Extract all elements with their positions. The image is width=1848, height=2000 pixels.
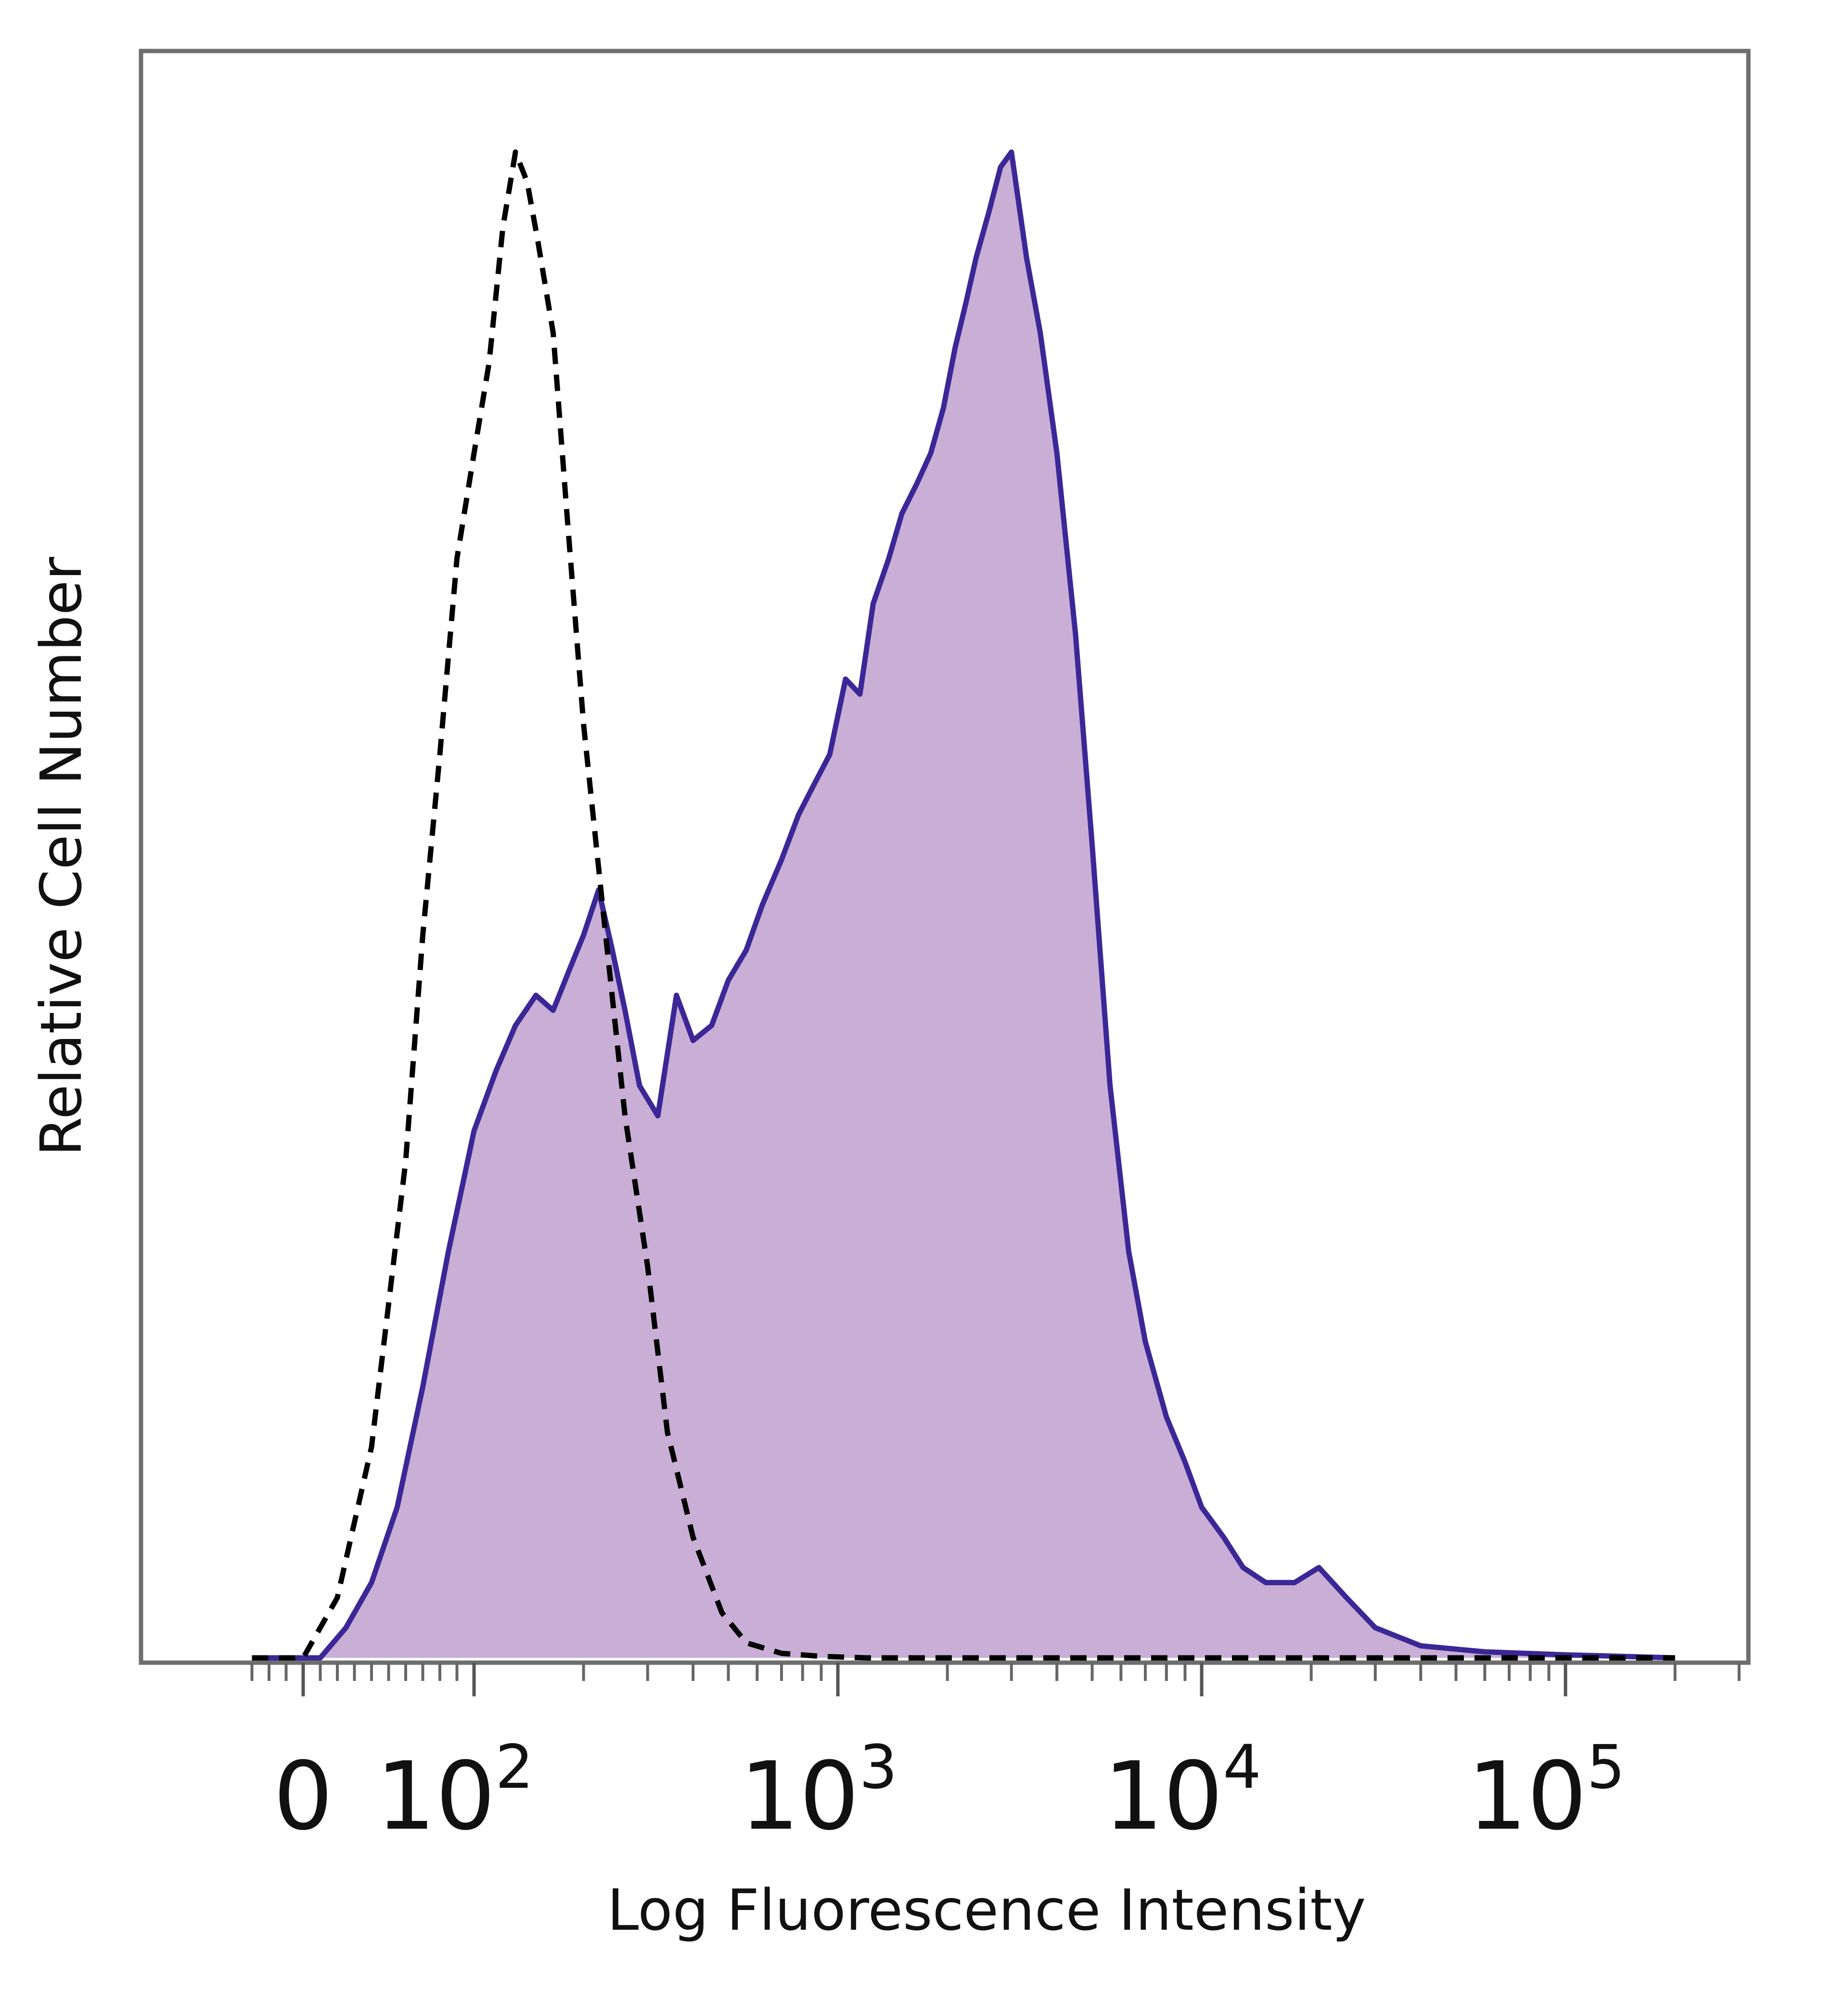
x-tick-labels: 0 102 103 104 105 <box>273 1732 1625 1851</box>
plot-area <box>252 149 1675 1661</box>
x-tick-label: 105 <box>1467 1732 1625 1851</box>
x-tick-label: 103 <box>740 1732 898 1851</box>
x-tick-label: 0 <box>273 1742 333 1851</box>
y-axis-title: Relative Cell Number <box>28 557 94 1156</box>
x-minor-ticks <box>250 1663 1741 1681</box>
x-tick-label: 104 <box>1104 1732 1261 1851</box>
stained-histogram-fill <box>252 152 1675 1658</box>
x-major-ticks <box>301 1663 1567 1696</box>
x-tick-label: 102 <box>376 1732 534 1851</box>
stained-histogram-outline <box>252 149 1675 1661</box>
plot-frame <box>139 49 1751 1665</box>
x-axis-title: Log Fluorescence Intensity <box>607 1877 1366 1943</box>
control-histogram-dashed <box>252 149 1675 1661</box>
